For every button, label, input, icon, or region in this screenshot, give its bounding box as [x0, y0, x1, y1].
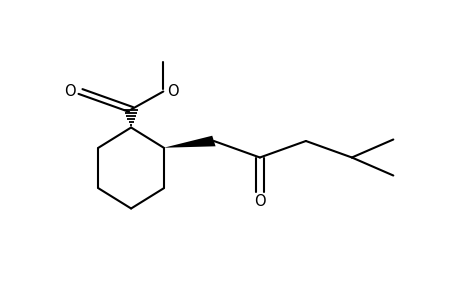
- Polygon shape: [163, 136, 215, 148]
- Text: O: O: [64, 84, 76, 99]
- Text: O: O: [167, 84, 179, 99]
- Text: O: O: [253, 194, 265, 208]
